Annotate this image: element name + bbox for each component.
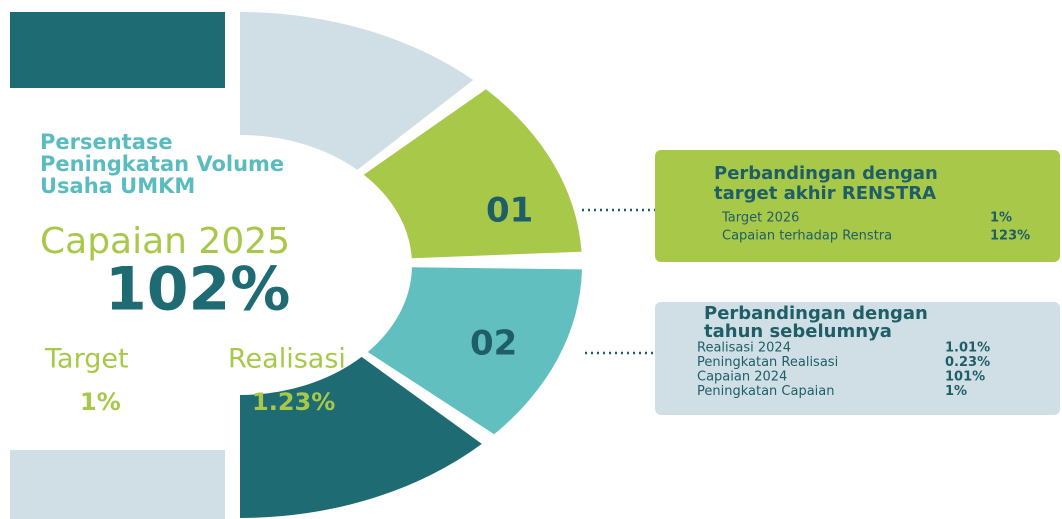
section-heading: target akhir RENSTRA (714, 183, 936, 204)
row-value: 1% (990, 211, 1012, 226)
section-number: 02 (470, 324, 517, 364)
ring-segment (363, 89, 582, 259)
row-label: Capaian terhadap Renstra (722, 229, 892, 244)
title-line: Usaha UMKM (40, 174, 195, 198)
ring-segment (240, 12, 474, 170)
ring-segment (367, 267, 582, 435)
row-value: 1% (945, 384, 967, 399)
ring-segment (240, 356, 482, 518)
row-value: 1.01% (945, 341, 990, 356)
row-label: Peningkatan Realisasi (697, 355, 838, 370)
section-heading: Perbandingan dengan (714, 163, 938, 184)
title-line: Peningkatan Volume (40, 152, 284, 176)
row-value: 0.23% (945, 355, 990, 370)
decor-block (10, 450, 225, 519)
capaian-label: Capaian 2025 (40, 221, 290, 262)
row-label: Peningkatan Capaian (697, 384, 835, 399)
section-box (655, 302, 1060, 415)
title-line: Persentase (40, 130, 173, 154)
row-value: 123% (990, 229, 1030, 244)
row-value: 101% (945, 370, 985, 385)
section-box (655, 150, 1060, 262)
row-label: Target 2026 (721, 211, 799, 226)
decor-block (10, 12, 225, 88)
section-heading: Perbandingan dengan (704, 303, 928, 324)
realisasi-value: 1.23% (252, 388, 335, 416)
section-heading: tahun sebelumnya (704, 321, 892, 342)
capaian-value: 102% (105, 255, 290, 325)
ring (240, 12, 582, 518)
target-label: Target (44, 344, 129, 375)
section-number: 01 (486, 191, 533, 231)
row-label: Capaian 2024 (697, 370, 787, 385)
row-label: Realisasi 2024 (697, 341, 791, 356)
realisasi-label: Realisasi (228, 344, 346, 375)
target-value: 1% (80, 388, 121, 416)
